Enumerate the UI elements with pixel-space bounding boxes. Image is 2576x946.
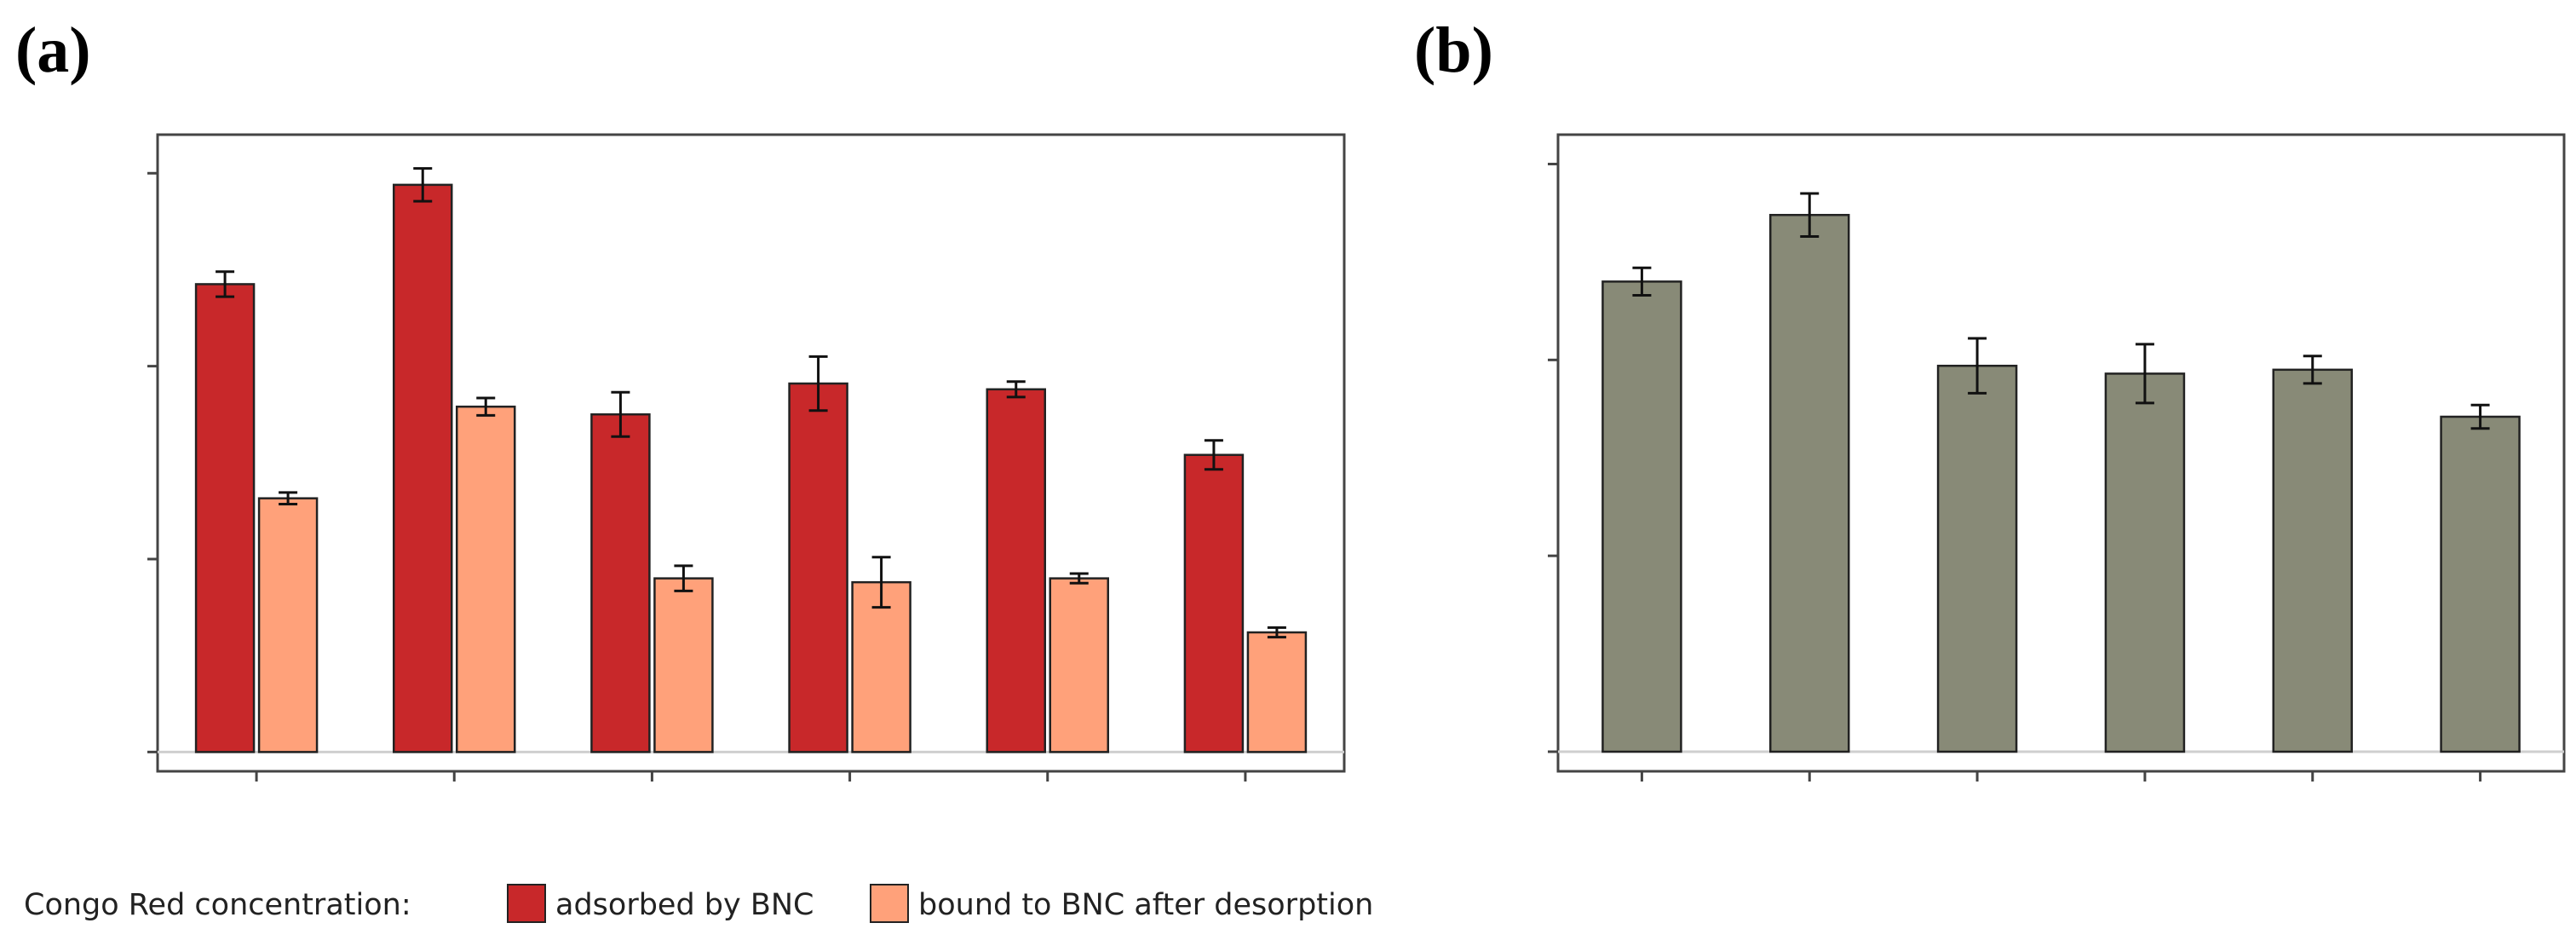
- panel-label-b: (b): [1414, 14, 1493, 86]
- bar: [1601, 280, 1682, 753]
- bar: [590, 412, 651, 753]
- bar: [1936, 364, 2018, 753]
- legend-swatch-desorbed: [870, 884, 909, 923]
- bar: [194, 283, 256, 753]
- bar: [1769, 213, 1850, 753]
- plot-frame-a: [156, 133, 1346, 773]
- bar: [2104, 372, 2186, 753]
- bar: [2272, 368, 2353, 753]
- bar: [788, 382, 848, 753]
- plot-frame-b: [1556, 133, 2566, 773]
- bar: [393, 183, 453, 753]
- bar: [851, 580, 911, 753]
- bar: [456, 405, 516, 753]
- legend-label-desorbed: bound to BNC after desorption: [918, 888, 1373, 922]
- legend: Congo Red concentration: adsorbed by BNC…: [24, 884, 1373, 923]
- bar: [257, 497, 319, 753]
- legend-swatch-adsorbed: [507, 884, 546, 923]
- bar: [1049, 577, 1109, 753]
- chart-a: [147, 133, 1346, 782]
- chart-b: [1548, 133, 2566, 782]
- legend-title: Congo Red concentration:: [24, 888, 411, 922]
- bar: [986, 388, 1046, 753]
- bar: [1246, 631, 1308, 753]
- bar: [1183, 453, 1245, 753]
- panel-label-a: (a): [15, 14, 91, 86]
- bar: [653, 577, 714, 753]
- legend-label-adsorbed: adsorbed by BNC: [555, 888, 814, 922]
- bar: [2440, 415, 2521, 753]
